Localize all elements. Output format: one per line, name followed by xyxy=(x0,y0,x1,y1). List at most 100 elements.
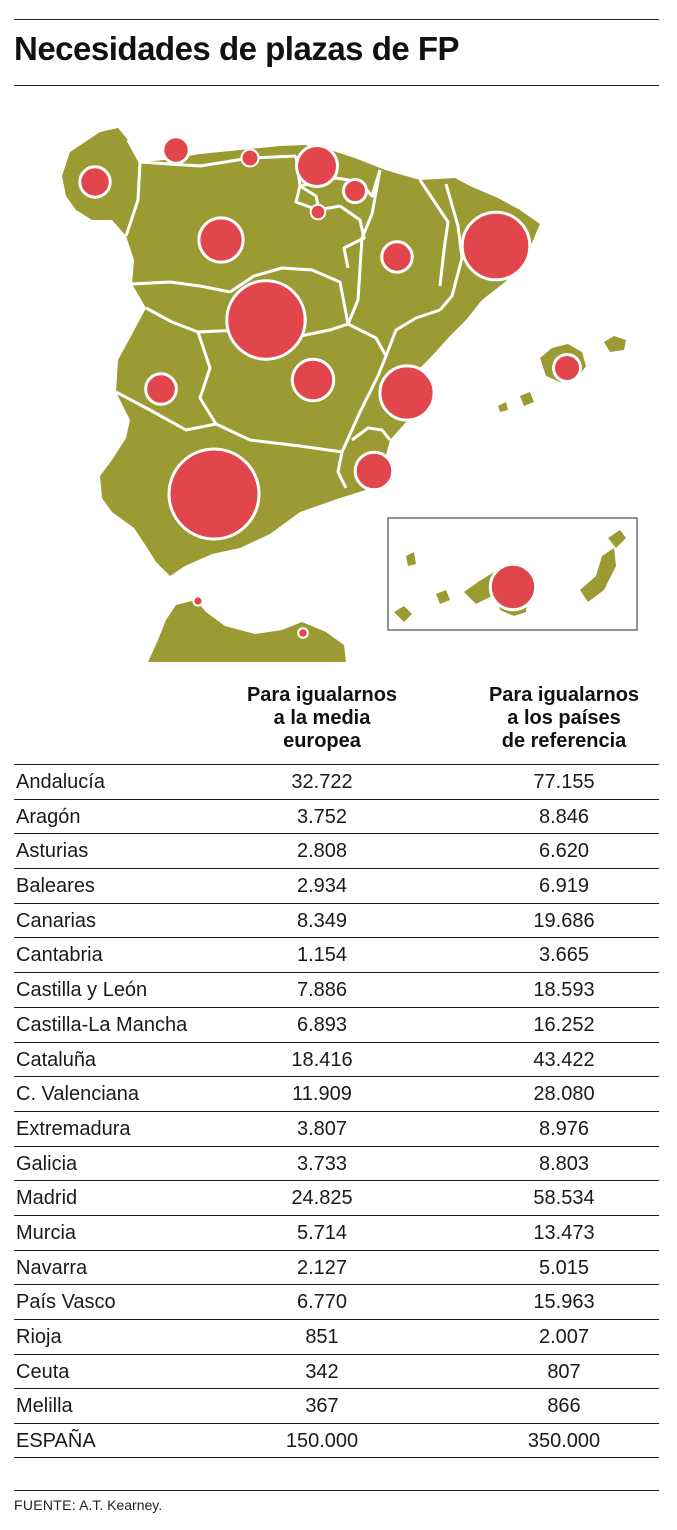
region-name: Baleares xyxy=(16,875,95,898)
source-text: A.T. Kearney. xyxy=(76,1497,163,1513)
table-row: Asturias 2.808 6.620 xyxy=(14,833,659,868)
region-name: Asturias xyxy=(16,840,89,863)
spain-map xyxy=(62,128,638,662)
table-body: Andalucía 32.722 77.155 Aragón 3.752 8.846 Ast… xyxy=(14,764,659,1458)
bubble-c-valenciana xyxy=(378,364,436,422)
value-paises-referencia: 6.620 xyxy=(538,840,590,863)
region-name: Murcia xyxy=(16,1221,77,1244)
value-media-europea: 2.934 xyxy=(296,875,348,898)
region-borders xyxy=(115,139,464,489)
bubble-castilla-y-león xyxy=(197,216,245,264)
value-paises-referencia: 807 xyxy=(547,1360,581,1383)
value-media-europea: 150.000 xyxy=(285,1430,359,1453)
value-paises-referencia: 866 xyxy=(547,1395,581,1418)
bubble-murcia xyxy=(353,450,395,492)
value-media-europea: 2.127 xyxy=(296,1256,348,1279)
region-name: ESPAÑA xyxy=(16,1430,96,1453)
value-media-europea: 24.825 xyxy=(291,1187,353,1210)
value-paises-referencia: 5.015 xyxy=(538,1256,590,1279)
africa-shape xyxy=(148,600,346,662)
bubble-galicia xyxy=(78,165,112,199)
bubble-castilla-la-mancha xyxy=(290,357,336,403)
table-row: Madrid 24.825 58.534 xyxy=(14,1180,659,1215)
bubble-melilla xyxy=(297,627,309,639)
top-rule xyxy=(14,19,659,20)
table-row: Extremadura 3.807 8.976 xyxy=(14,1110,659,1146)
table-row: Cantabria 1.154 3.665 xyxy=(14,937,659,972)
table-row: Castilla y León 7.886 18.593 xyxy=(14,972,659,1007)
region-name: Andalucía xyxy=(16,771,105,793)
region-name: Extremadura xyxy=(16,1117,131,1140)
region-name: Cataluña xyxy=(16,1048,97,1071)
bubble-cantabria xyxy=(240,148,260,168)
table-row: C. Valenciana 11.909 28.080 xyxy=(14,1076,659,1111)
region-name: Castilla y León xyxy=(16,979,148,1002)
bubble-país-vasco xyxy=(295,144,339,188)
value-paises-referencia: 28.080 xyxy=(533,1083,595,1106)
region-name: Aragón xyxy=(16,805,81,828)
value-media-europea: 7.886 xyxy=(296,979,348,1002)
value-paises-referencia: 43.422 xyxy=(533,1048,595,1071)
value-paises-referencia: 19.686 xyxy=(533,909,595,932)
region-name: Navarra xyxy=(16,1256,88,1279)
table-row: Andalucía 32.722 77.155 xyxy=(14,764,659,799)
table-header: Para igualarnos a la media europea Para … xyxy=(14,680,659,764)
value-media-europea: 3.807 xyxy=(296,1117,348,1140)
region-name: Ceuta xyxy=(16,1360,70,1383)
bubble-rioja xyxy=(309,203,327,221)
value-paises-referencia: 8.976 xyxy=(538,1117,590,1140)
table-row: Melilla 367 866 xyxy=(14,1388,659,1423)
ibiza-shape xyxy=(520,392,534,406)
value-paises-referencia: 350.000 xyxy=(527,1430,601,1453)
value-paises-referencia: 8.846 xyxy=(538,805,590,828)
bubble-ceuta xyxy=(192,595,204,607)
source-label: FUENTE: xyxy=(14,1497,76,1513)
table-row: Murcia 5.714 13.473 xyxy=(14,1214,659,1250)
bubble-madrid xyxy=(225,279,307,361)
bubble-canarias xyxy=(488,562,538,612)
source-rule xyxy=(14,1490,659,1491)
value-paises-referencia: 77.155 xyxy=(533,771,595,793)
value-media-europea: 8.349 xyxy=(296,909,348,932)
bubbles-layer xyxy=(78,135,582,639)
value-media-europea: 32.722 xyxy=(291,771,353,793)
value-media-europea: 6.770 xyxy=(296,1291,348,1314)
bubble-baleares xyxy=(552,353,582,383)
bubble-extremadura xyxy=(144,372,178,406)
value-media-europea: 5.714 xyxy=(296,1221,348,1244)
value-media-europea: 2.808 xyxy=(296,840,348,863)
region-name: Melilla xyxy=(16,1395,73,1418)
value-paises-referencia: 6.919 xyxy=(538,875,590,898)
table-row: Navarra 2.127 5.015 xyxy=(14,1249,659,1285)
region-name: País Vasco xyxy=(16,1291,116,1314)
header-media-europea: Para igualarnos a la media europea xyxy=(246,684,398,752)
value-paises-referencia: 3.665 xyxy=(538,944,590,967)
value-media-europea: 342 xyxy=(305,1360,339,1383)
table-row: Baleares 2.934 6.919 xyxy=(14,868,659,903)
table-row: Ceuta 342 807 xyxy=(14,1353,659,1389)
bubble-navarra xyxy=(342,178,368,204)
table-row: Canarias 8.349 19.686 xyxy=(14,902,659,938)
value-media-europea: 367 xyxy=(305,1395,339,1418)
value-media-europea: 3.733 xyxy=(296,1152,348,1175)
title-rule xyxy=(14,85,659,86)
value-media-europea: 6.893 xyxy=(296,1013,348,1036)
page-title: Necesidades de plazas de FP xyxy=(14,30,460,67)
bubble-asturias xyxy=(161,135,191,165)
menorca-shape xyxy=(604,336,626,352)
bubble-andalucía xyxy=(167,447,261,541)
region-name: Rioja xyxy=(16,1326,62,1348)
formentera-shape xyxy=(498,402,508,412)
region-name: Cantabria xyxy=(16,944,103,967)
region-name: Castilla-La Mancha xyxy=(16,1013,188,1036)
region-name: C. Valenciana xyxy=(16,1083,140,1106)
value-paises-referencia: 13.473 xyxy=(533,1221,595,1244)
bubble-aragón xyxy=(380,240,414,274)
value-paises-referencia: 18.593 xyxy=(533,979,595,1002)
value-paises-referencia: 58.534 xyxy=(533,1187,595,1210)
value-paises-referencia: 2.007 xyxy=(538,1326,590,1348)
table-row: Rioja 851 2.007 xyxy=(14,1319,659,1354)
value-paises-referencia: 15.963 xyxy=(533,1291,595,1314)
table-row: Aragón 3.752 8.846 xyxy=(14,798,659,834)
table-row: ESPAÑA 150.000 350.000 xyxy=(14,1423,659,1458)
